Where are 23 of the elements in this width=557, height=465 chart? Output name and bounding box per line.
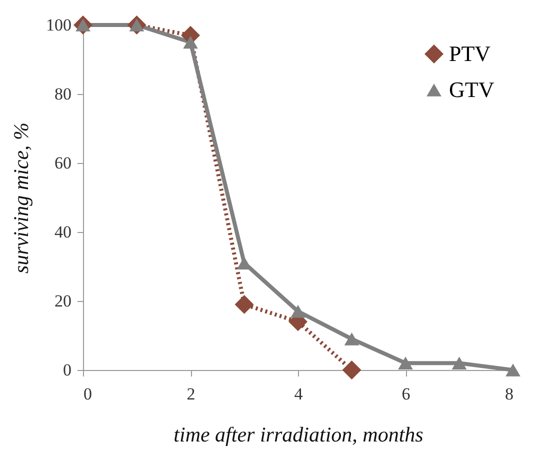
y-tick-label: 40 xyxy=(54,222,72,242)
x-tick-label: 0 xyxy=(84,384,92,404)
point xyxy=(290,304,306,318)
point xyxy=(183,36,198,49)
y-tick-label: 60 xyxy=(54,154,72,172)
x-tick-label: 4 xyxy=(294,384,304,404)
x-tick-label: 6 xyxy=(402,384,410,404)
y-tick-label: 20 xyxy=(54,292,72,310)
point xyxy=(398,356,413,370)
legend-label: GTV xyxy=(449,77,494,102)
x-tick-label: 8 xyxy=(505,384,514,404)
point xyxy=(344,332,360,346)
y-tick-label: 100 xyxy=(46,16,72,34)
legend-label: PTV xyxy=(449,41,491,66)
y-axis-title: surviving mice, % xyxy=(9,122,33,274)
point xyxy=(342,360,362,380)
x-axis-title: time after irradiation, months xyxy=(174,422,424,446)
x-tick-label: 2 xyxy=(186,384,196,404)
y-tick-label: 80 xyxy=(54,84,72,104)
point xyxy=(234,294,254,314)
y-tick-label: 0 xyxy=(63,360,72,380)
point xyxy=(452,356,467,370)
point xyxy=(506,364,520,376)
